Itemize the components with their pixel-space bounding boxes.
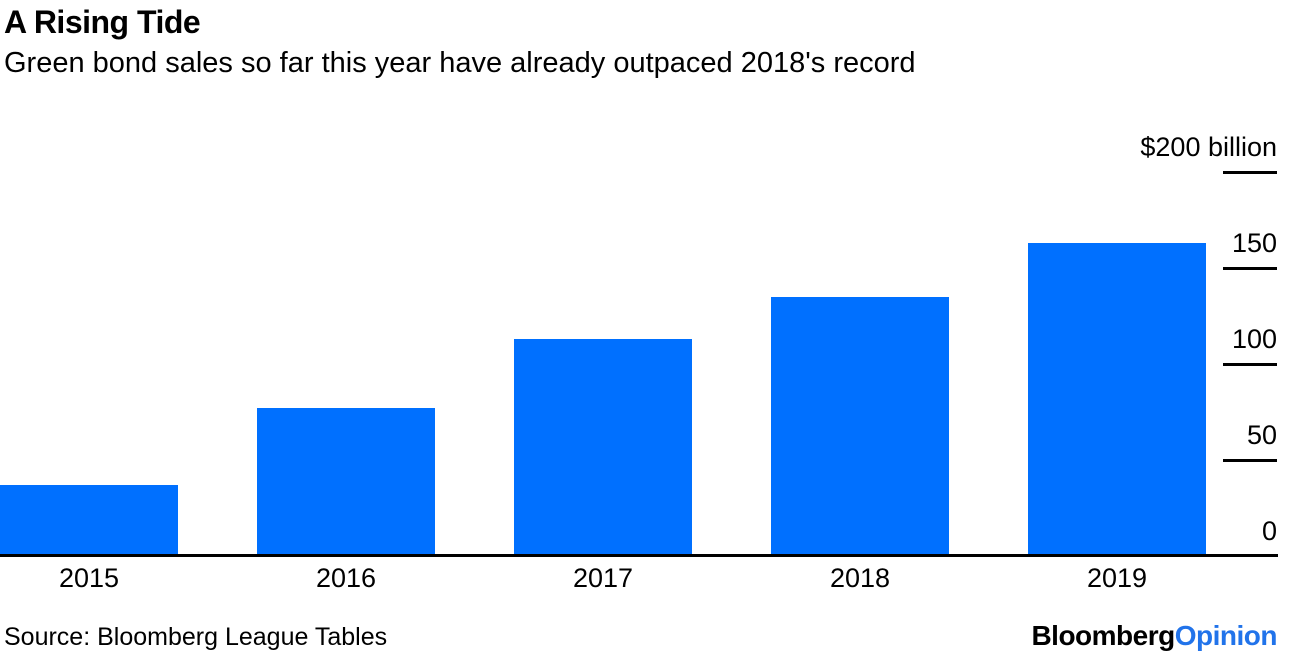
x-tick-label-2017: 2017	[572, 563, 634, 593]
logo-opinion-text: Opinion	[1174, 620, 1278, 651]
y-tick-mark-100	[1223, 363, 1277, 366]
y-tick-mark-150	[1223, 267, 1277, 270]
bar-2018	[771, 297, 949, 556]
y-tick-label-100: 100	[1231, 324, 1277, 354]
bloomberg-opinion-logo: BloombergOpinion	[1031, 620, 1277, 652]
y-tick-label-0: 0	[1261, 516, 1277, 546]
x-tick-label-2018: 2018	[829, 563, 891, 593]
bar-2016	[257, 408, 435, 556]
y-tick-label-50: 50	[1246, 420, 1277, 450]
y-tick-label-150: 150	[1231, 228, 1277, 258]
x-tick-label-2019: 2019	[1086, 563, 1148, 593]
source-note: Source: Bloomberg League Tables	[4, 623, 388, 651]
y-tick-label-200: $200 billion	[1140, 132, 1277, 162]
bar-2017	[514, 339, 692, 556]
x-tick-label-2016: 2016	[315, 563, 377, 593]
chart-title: A Rising Tide	[4, 4, 201, 40]
x-tick-label-2015: 2015	[58, 563, 120, 593]
bar-2015	[0, 485, 178, 556]
y-tick-mark-200	[1223, 171, 1277, 174]
chart-subtitle: Green bond sales so far this year have a…	[4, 47, 916, 79]
y-tick-mark-50	[1223, 459, 1277, 462]
logo-bloomberg-text: Bloomberg	[1031, 620, 1175, 651]
bar-2019	[1028, 243, 1206, 556]
x-axis-baseline	[0, 554, 1278, 557]
